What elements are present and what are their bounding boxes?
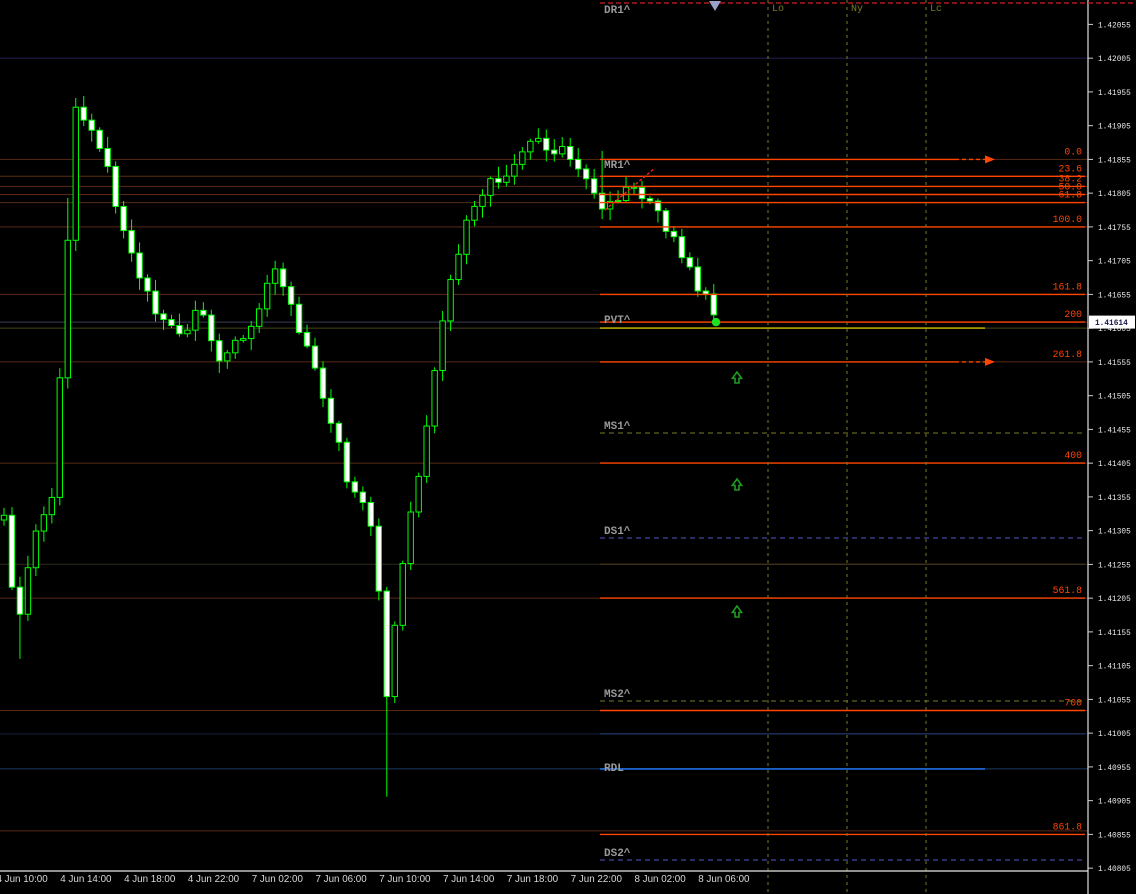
svg-text:1.41705: 1.41705 (1098, 259, 1131, 267)
svg-text:Lc: Lc (930, 4, 942, 15)
svg-text:1.41105: 1.41105 (1098, 664, 1131, 672)
svg-text:PVT^: PVT^ (604, 315, 631, 327)
svg-text:4 Jun 14:00: 4 Jun 14:00 (60, 874, 112, 885)
svg-text:MS2^: MS2^ (604, 689, 631, 701)
svg-text:7 Jun 14:00: 7 Jun 14:00 (443, 874, 495, 885)
svg-text:1.41455: 1.41455 (1098, 427, 1131, 435)
svg-text:1.41614: 1.41614 (1095, 320, 1128, 328)
svg-text:4 Jun 10:00: 4 Jun 10:00 (0, 874, 48, 885)
svg-text:0.0: 0.0 (1064, 146, 1082, 157)
svg-text:1.41005: 1.41005 (1098, 731, 1131, 739)
svg-text:1.40955: 1.40955 (1098, 765, 1131, 773)
svg-text:RDL: RDL (604, 763, 624, 775)
svg-text:1.41755: 1.41755 (1098, 225, 1131, 233)
svg-text:8 Jun 02:00: 8 Jun 02:00 (635, 874, 687, 885)
svg-text:1.41905: 1.41905 (1098, 124, 1131, 132)
svg-text:7 Jun 02:00: 7 Jun 02:00 (252, 874, 304, 885)
svg-text:261.8: 261.8 (1053, 349, 1083, 360)
svg-text:1.41555: 1.41555 (1098, 360, 1131, 368)
svg-text:1.41155: 1.41155 (1098, 630, 1131, 638)
svg-text:700: 700 (1064, 698, 1082, 709)
svg-text:1.42005: 1.42005 (1098, 56, 1131, 64)
svg-text:1.41055: 1.41055 (1098, 697, 1131, 705)
svg-text:100.0: 100.0 (1053, 214, 1083, 225)
svg-text:861.8: 861.8 (1053, 821, 1083, 832)
svg-text:1.40805: 1.40805 (1098, 866, 1131, 874)
svg-text:1.41955: 1.41955 (1098, 90, 1131, 98)
svg-text:DS2^: DS2^ (604, 848, 631, 860)
svg-text:1.41805: 1.41805 (1098, 191, 1131, 199)
svg-text:8 Jun 06:00: 8 Jun 06:00 (698, 874, 750, 885)
svg-text:161.8: 161.8 (1053, 281, 1083, 292)
svg-text:1.41855: 1.41855 (1098, 157, 1131, 165)
svg-text:1.41655: 1.41655 (1098, 292, 1131, 300)
svg-text:7 Jun 06:00: 7 Jun 06:00 (316, 874, 368, 885)
svg-text:1.41505: 1.41505 (1098, 394, 1131, 402)
svg-text:1.41305: 1.41305 (1098, 529, 1131, 537)
svg-text:4 Jun 22:00: 4 Jun 22:00 (188, 874, 240, 885)
svg-text:1.41255: 1.41255 (1098, 562, 1131, 570)
svg-text:1.41355: 1.41355 (1098, 495, 1131, 503)
svg-text:61.8: 61.8 (1058, 190, 1082, 201)
svg-text:1.42055: 1.42055 (1098, 22, 1131, 30)
svg-text:DR1^: DR1^ (604, 5, 631, 17)
svg-text:Lo: Lo (772, 4, 784, 15)
svg-text:400: 400 (1064, 450, 1082, 461)
svg-text:1.40855: 1.40855 (1098, 832, 1131, 840)
svg-text:561.8: 561.8 (1053, 585, 1083, 596)
svg-text:7 Jun 10:00: 7 Jun 10:00 (379, 874, 431, 885)
svg-text:1.40905: 1.40905 (1098, 799, 1131, 807)
svg-text:200: 200 (1064, 309, 1082, 320)
svg-text:MS1^: MS1^ (604, 421, 631, 433)
svg-text:Ny: Ny (851, 4, 863, 15)
svg-text:7 Jun 18:00: 7 Jun 18:00 (507, 874, 559, 885)
svg-text:1.41405: 1.41405 (1098, 461, 1131, 469)
svg-text:1.41205: 1.41205 (1098, 596, 1131, 604)
svg-text:MR1^: MR1^ (604, 160, 631, 172)
svg-text:DS1^: DS1^ (604, 526, 631, 538)
svg-text:4 Jun 18:00: 4 Jun 18:00 (124, 874, 176, 885)
svg-text:7 Jun 22:00: 7 Jun 22:00 (571, 874, 623, 885)
